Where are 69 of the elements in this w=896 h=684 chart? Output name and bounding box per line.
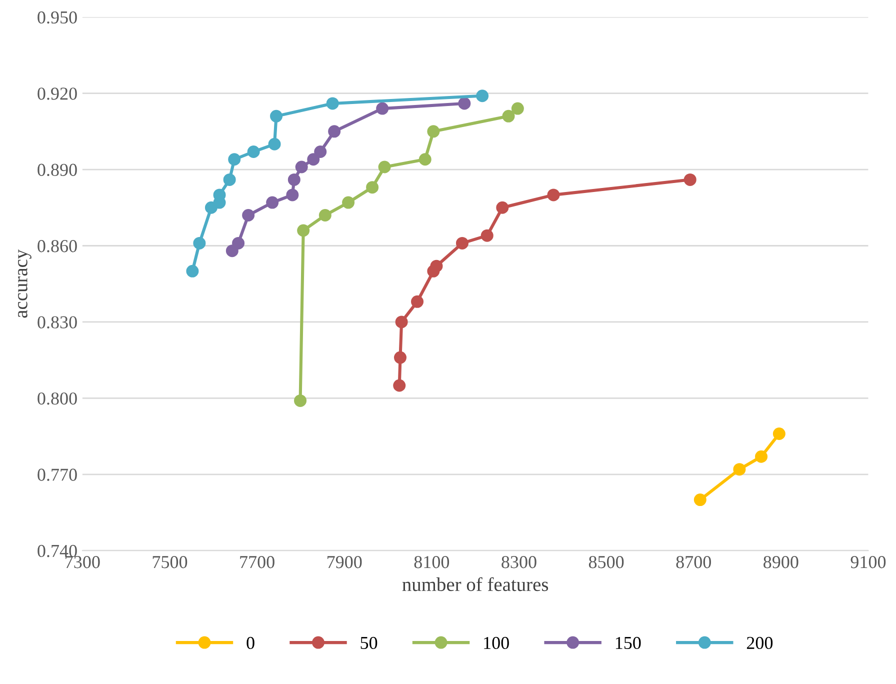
- legend-label: 50: [360, 636, 378, 650]
- y-tick-label: 0.800: [38, 392, 77, 405]
- point: [418, 153, 432, 166]
- x-tick-label: 7300: [66, 556, 100, 568]
- point: [314, 146, 327, 158]
- x-tick-label: 8500: [588, 556, 624, 568]
- point: [684, 173, 696, 186]
- point: [511, 102, 524, 115]
- y-tick-label: 0.830: [38, 316, 77, 328]
- x-tick-label: 7700: [240, 556, 274, 568]
- x-tick-label: 8900: [764, 556, 798, 568]
- x-tick-label: 8100: [414, 556, 450, 568]
- point: [247, 146, 260, 158]
- point: [228, 153, 241, 166]
- legend-label: 200: [746, 636, 773, 650]
- point: [328, 125, 341, 138]
- point: [270, 110, 283, 122]
- legend-label: 100: [484, 636, 509, 650]
- point: [378, 160, 391, 174]
- point: [294, 394, 307, 407]
- point: [430, 260, 443, 272]
- y-tick-label: 0.740: [38, 544, 77, 558]
- point: [307, 153, 320, 166]
- y-tick-label: 0.890: [38, 164, 77, 176]
- point: [318, 209, 332, 222]
- point: [242, 209, 255, 222]
- y-tick-label: 0.920: [38, 88, 77, 100]
- point: [342, 196, 355, 209]
- point: [193, 236, 206, 250]
- point: [502, 110, 515, 122]
- point: [286, 188, 299, 202]
- point: [480, 229, 494, 242]
- legend-label: 0: [246, 636, 254, 650]
- point: [694, 494, 706, 506]
- point: [427, 125, 440, 138]
- x-tick-label: 7500: [152, 556, 188, 568]
- y-tick-label: 0.950: [38, 11, 77, 24]
- y-axis-title: accuracy: [18, 249, 32, 318]
- point: [223, 173, 236, 186]
- x-tick-label: 7900: [328, 556, 362, 568]
- point: [411, 295, 424, 308]
- point: [733, 463, 746, 476]
- point: [297, 224, 310, 237]
- point: [496, 201, 509, 214]
- y-tick-label: 0.770: [38, 468, 77, 481]
- point: [186, 264, 199, 278]
- point: [266, 196, 279, 209]
- point: [755, 450, 768, 463]
- x-tick-label: 9100: [850, 556, 886, 568]
- point: [394, 351, 406, 364]
- point: [772, 428, 786, 440]
- point: [376, 102, 389, 115]
- point: [232, 236, 245, 250]
- point: [476, 90, 489, 102]
- point: [456, 236, 468, 250]
- point: [366, 181, 379, 194]
- point: [395, 316, 408, 328]
- point: [295, 160, 308, 174]
- x-tick-label: 8300: [502, 556, 536, 568]
- point: [326, 97, 339, 110]
- point: [393, 379, 406, 392]
- x-axis-title: number of features: [402, 577, 548, 592]
- point: [458, 97, 471, 110]
- point: [547, 188, 560, 202]
- legend-label: 150: [616, 636, 641, 650]
- y-tick-label: 0.860: [38, 240, 77, 252]
- point: [288, 173, 300, 186]
- point: [268, 138, 281, 150]
- x-tick-label: 8700: [676, 556, 711, 568]
